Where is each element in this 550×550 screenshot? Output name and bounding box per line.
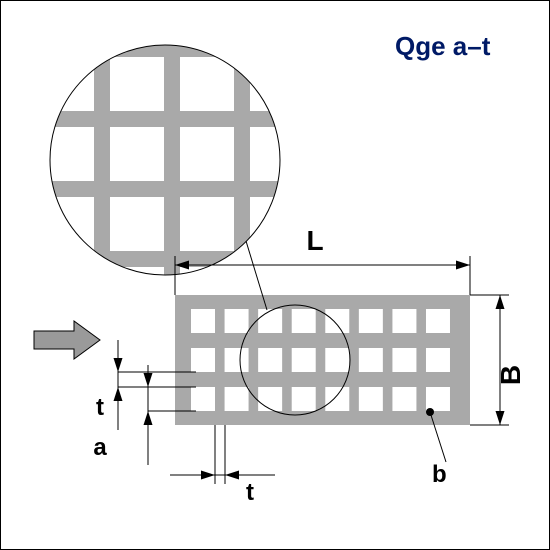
title-label: Qge a–t: [395, 31, 491, 61]
dim-b-label: b: [432, 461, 447, 488]
dim-t-vert-label: t: [96, 394, 104, 421]
direction-arrow: [34, 321, 100, 359]
dim-L-label: L: [306, 225, 323, 256]
dim-t-horiz-label: t: [246, 479, 254, 506]
dim-a-label: a: [93, 434, 107, 461]
plate: [175, 295, 470, 425]
dim-B-label: B: [495, 365, 526, 385]
